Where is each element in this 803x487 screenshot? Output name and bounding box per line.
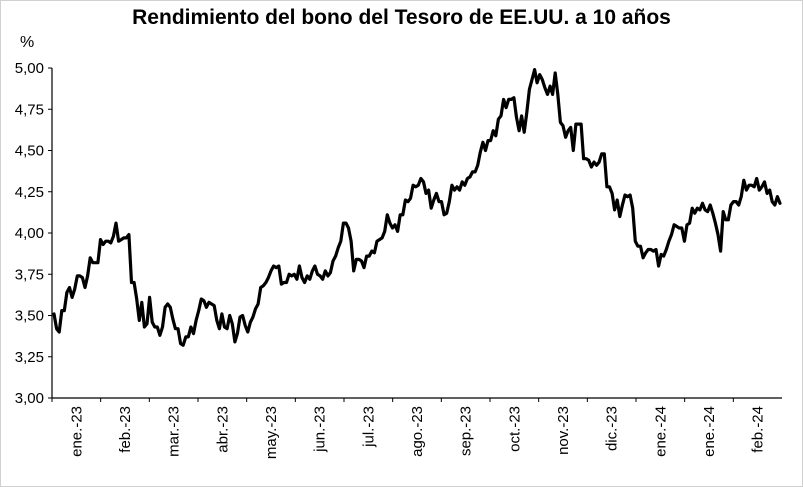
x-tick-label: ene.-23	[68, 406, 85, 457]
y-tick-label: 3,50	[15, 308, 44, 325]
y-tick-label: 5,00	[15, 60, 44, 77]
x-tick-label: feb.-23	[117, 406, 134, 453]
y-tick-label: 4,75	[15, 101, 44, 118]
x-tick-label: ene.-24	[652, 406, 669, 457]
x-tick-label: feb.-24	[750, 406, 767, 453]
x-tick-label: jun.-23	[312, 406, 329, 453]
series-line	[52, 67, 782, 347]
chart-title: Rendimiento del bono del Tesoro de EE.UU…	[132, 6, 671, 29]
y-tick-label: 3,75	[15, 266, 44, 283]
y-axis-unit-label: %	[20, 34, 35, 51]
x-tick-label: may.-23	[263, 406, 280, 459]
y-tick-label: 3,00	[15, 390, 44, 407]
x-tick-label: nov.-23	[555, 406, 572, 455]
y-tick-label: 4,50	[15, 143, 44, 160]
x-tick-label: ene.-24	[701, 406, 718, 457]
x-tick-label: sep.-23	[458, 406, 475, 456]
x-tick-labels: ene.-23 feb.-23 mar.-23 abr.-23 may.-23 jun.-…	[51, 398, 767, 459]
y-tick-labels: 3,00 3,25 3,50 3,75 4,00 4,25 4,50 4,75 5,00	[15, 60, 52, 407]
series-group	[52, 67, 782, 347]
x-tick-label: jul.-23	[360, 406, 377, 448]
y-tick-label: 4,00	[15, 225, 44, 242]
y-tick-label: 3,25	[15, 349, 44, 366]
x-tick-label: ago.-23	[409, 406, 426, 457]
y-tick-label: 4,25	[15, 184, 44, 201]
x-tick-label: mar.-23	[166, 406, 183, 457]
x-tick-label: abr.-23	[214, 406, 231, 453]
x-tick-label: oct.-23	[506, 406, 523, 452]
x-tick-label: dic.-23	[604, 406, 621, 451]
